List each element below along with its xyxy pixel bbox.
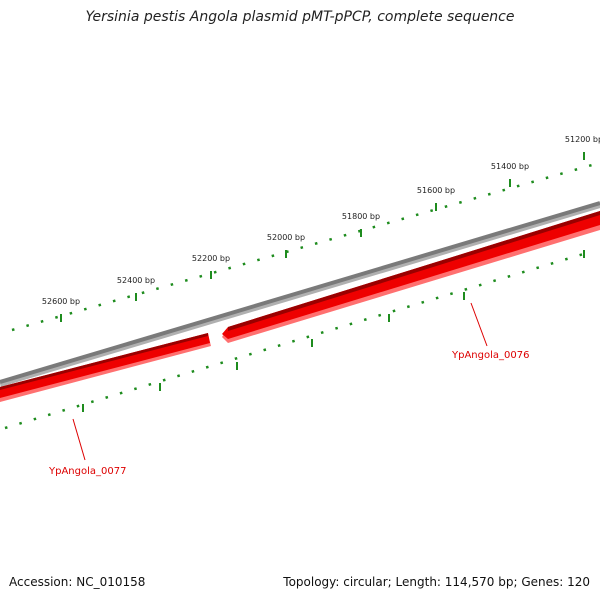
accession-text: Accession: NC_010158 [9,575,146,589]
gene-label-0077: YpAngola_0077 [48,466,126,477]
map-title: Yersinia pestis Angola plasmid pMT-pPCP,… [85,9,515,25]
gene-label-line-0077 [72,418,86,461]
ruler-tick-label: 51600 bp [417,186,455,195]
inner-major-ticks [82,250,585,412]
ruler-tick-label: 51200 bp [565,135,600,144]
gene-feature-0077 [0,333,211,402]
ruler-tick-label: 51800 bp [342,212,380,221]
ruler-tick-label: 52000 bp [267,233,305,242]
topology-summary: Topology: circular; Length: 114,570 bp; … [283,575,590,589]
gene-label-line-0076 [470,302,488,347]
ruler-tick-label: 51400 bp [491,162,529,171]
tick-labels: 51200 bp 51400 bp 51600 bp 51800 bp 52000 bp… [42,135,600,306]
inner-ruler-track [4,250,591,430]
backbone [0,201,600,384]
gene-feature-0076 [222,211,600,343]
gene-label-0076: YpAngola_0076 [451,350,529,361]
outer-ruler-track [11,163,593,332]
ruler-tick-label: 52600 bp [42,297,80,306]
ruler-tick-label: 52200 bp [192,254,230,263]
ruler-tick-label: 52400 bp [117,276,155,285]
outer-major-ticks [60,152,585,322]
